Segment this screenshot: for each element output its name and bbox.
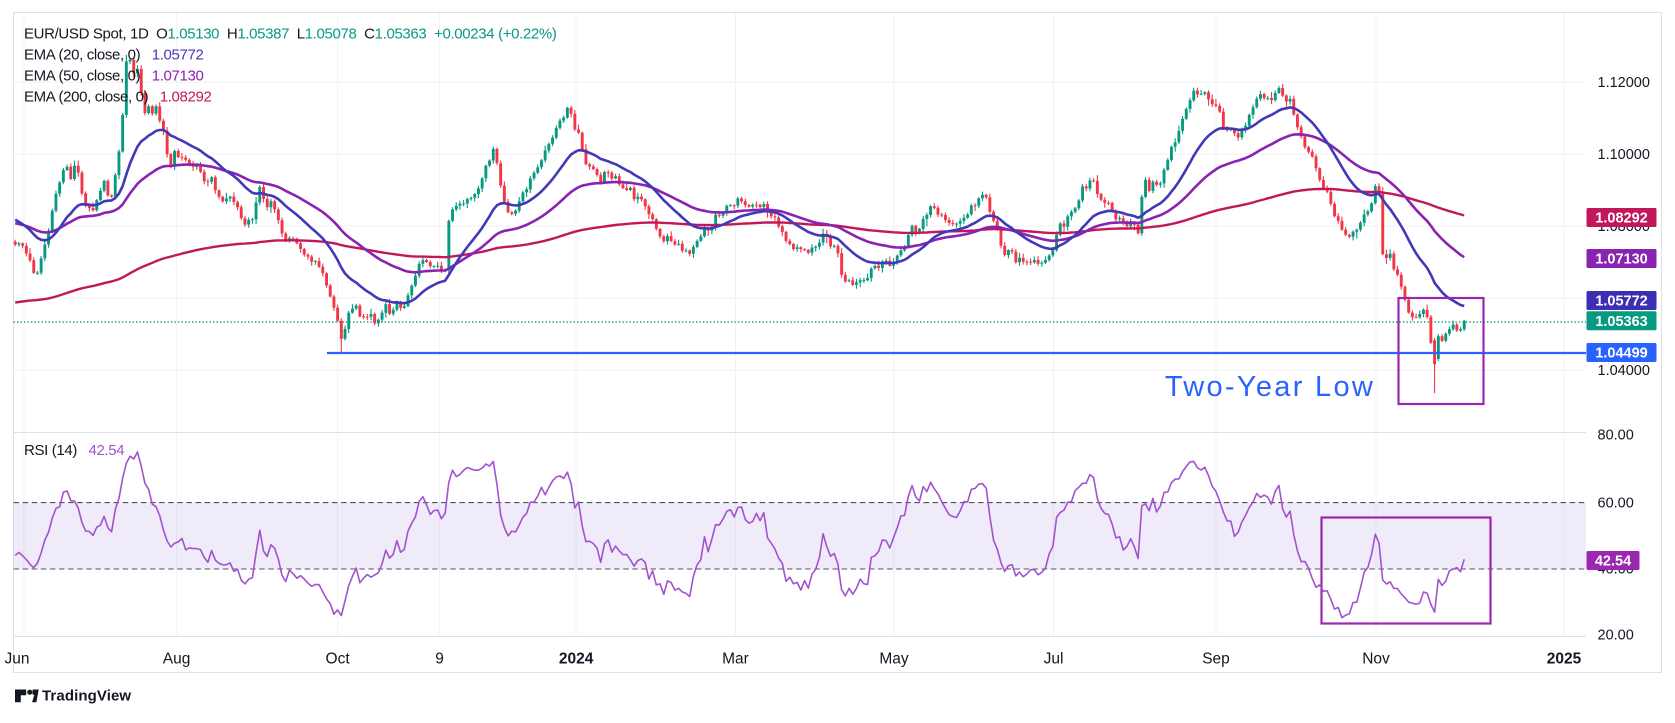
svg-text:EUR/USD Spot, 1D O1.05130 H1: EUR/USD Spot, 1D O1.05130 H1.05387 L1.05… xyxy=(24,26,557,43)
svg-text:EMA (200, close, 0) 1.08292: EMA (200, close, 0) 1.08292 xyxy=(24,89,211,106)
svg-text:1.10000: 1.10000 xyxy=(1598,147,1650,163)
svg-text:2025: 2025 xyxy=(1547,651,1582,668)
svg-text:60.00: 60.00 xyxy=(1598,496,1634,512)
svg-text:Jul: Jul xyxy=(1044,651,1064,668)
svg-text:42.54: 42.54 xyxy=(1595,554,1631,570)
svg-text:1.07130: 1.07130 xyxy=(1595,252,1647,268)
svg-text:Two-Year Low: Two-Year Low xyxy=(1165,371,1375,403)
svg-text:Nov: Nov xyxy=(1362,651,1390,668)
svg-text:Mar: Mar xyxy=(722,651,749,668)
svg-text:May: May xyxy=(879,651,909,668)
svg-text:2024: 2024 xyxy=(559,651,594,668)
svg-text:80.00: 80.00 xyxy=(1598,428,1634,444)
svg-text:1.05772: 1.05772 xyxy=(1595,294,1647,310)
svg-text:20.00: 20.00 xyxy=(1598,627,1634,643)
svg-text:TradingView: TradingView xyxy=(42,688,131,705)
svg-text:1.08292: 1.08292 xyxy=(1595,211,1647,227)
svg-text:RSI (14) 42.54: RSI (14) 42.54 xyxy=(24,442,124,459)
svg-text:EMA (50, close, 0) 1.07130: EMA (50, close, 0) 1.07130 xyxy=(24,68,203,85)
svg-text:1.04000: 1.04000 xyxy=(1598,363,1650,379)
svg-text:1.12000: 1.12000 xyxy=(1598,75,1650,91)
svg-text:Aug: Aug xyxy=(163,651,191,668)
svg-text:1.05363: 1.05363 xyxy=(1595,314,1647,330)
svg-text:9: 9 xyxy=(435,651,444,668)
svg-text:1.04499: 1.04499 xyxy=(1595,346,1647,362)
svg-text:EMA (20, close, 0) 1.05772: EMA (20, close, 0) 1.05772 xyxy=(24,47,203,64)
svg-text:Jun: Jun xyxy=(5,651,30,668)
svg-text:Oct: Oct xyxy=(326,651,351,668)
svg-text:Sep: Sep xyxy=(1202,651,1230,668)
